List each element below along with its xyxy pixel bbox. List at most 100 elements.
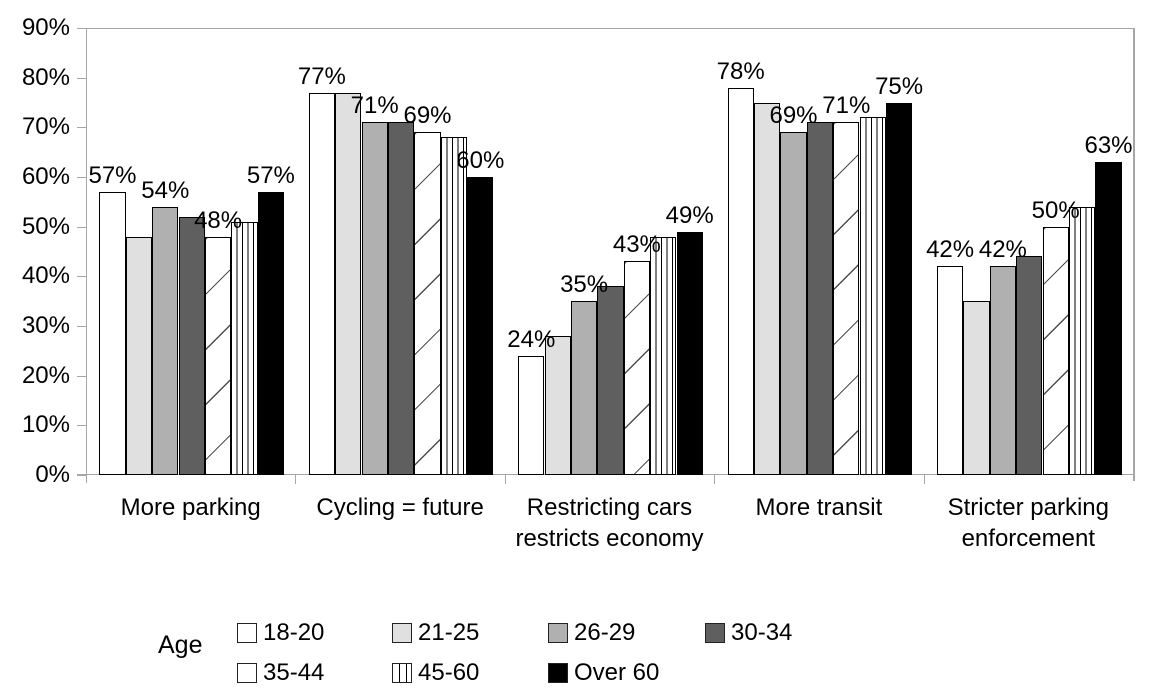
data-label-more-transit-35-44: 71% [822, 92, 871, 120]
y-tick-label: 90% [21, 14, 70, 41]
legend-swatch-26-29 [548, 623, 568, 643]
category-label-cycling-future: Cycling = future [295, 492, 504, 523]
y-tick-mark [77, 326, 86, 327]
y-tick-label: 60% [21, 163, 70, 190]
legend-title: Age [158, 631, 203, 659]
category-label-line: Restricting cars [526, 494, 693, 521]
data-label-stricter-parking-enforcement-over-60: 63% [1084, 132, 1133, 160]
y-tick-label: 0% [35, 461, 70, 488]
y-tick-mark [77, 177, 86, 178]
bar-stricter-parking-enforcement-over-60 [1095, 162, 1122, 475]
bar-cycling-future-21-25 [335, 92, 362, 475]
data-label-restricting-cars-restricts-economy-26-29: 35% [560, 271, 609, 299]
x-tick-mark [504, 475, 506, 484]
legend-swatch-35-44 [237, 663, 257, 683]
y-tick-mark [77, 375, 86, 377]
x-tick-mark [923, 475, 925, 484]
bar-more-transit-35-44 [833, 122, 860, 475]
legend-label: 21-25 [418, 619, 480, 646]
bar-more-transit-45-60 [859, 117, 886, 475]
data-label-stricter-parking-enforcement-35-44: 50% [1031, 196, 1080, 224]
bar-stricter-parking-enforcement-21-25 [963, 301, 990, 475]
legend-swatch-21-25 [392, 623, 412, 643]
bar-restricting-cars-restricts-economy-35-44 [623, 261, 651, 475]
y-tick-mark [77, 28, 86, 29]
y-tick-label: 50% [21, 212, 70, 240]
bar-cycling-future-over-60 [467, 177, 494, 475]
data-label-restricting-cars-restricts-economy-35-44: 43% [612, 231, 661, 259]
category-label-line: Stricter parking [947, 494, 1109, 521]
bar-more-parking-45-60 [231, 221, 258, 475]
plot-border-right [1133, 28, 1135, 481]
bar-more-parking-21-25 [125, 236, 153, 475]
category-label-line: enforcement [961, 525, 1095, 552]
legend-item-18-20: 18-20 [237, 620, 324, 646]
legend-item-over-60: Over 60 [548, 660, 659, 686]
bar-more-parking-35-44 [204, 236, 232, 475]
bar-stricter-parking-enforcement-18-20 [936, 266, 964, 475]
x-tick-mark [295, 475, 297, 484]
y-tick-mark [77, 226, 86, 228]
bar-cycling-future-35-44 [414, 132, 441, 475]
bar-restricting-cars-restricts-economy-over-60 [676, 231, 703, 475]
legend-item-30-34: 30-34 [705, 620, 792, 646]
y-tick-label: 10% [21, 411, 70, 439]
y-tick-mark [77, 425, 86, 427]
category-label-restricting-cars-restricts-economy: Restricting cars restricts economy [505, 492, 714, 554]
bar-restricting-cars-restricts-economy-26-29 [570, 301, 598, 475]
bar-restricting-cars-restricts-economy-30-34 [597, 286, 624, 475]
bar-more-parking-26-29 [152, 206, 179, 475]
legend-label: 18-20 [263, 619, 325, 646]
data-label-more-parking-18-20: 57% [88, 161, 137, 189]
legend-label: 45-60 [418, 659, 480, 686]
data-label-more-transit-18-20: 78% [716, 57, 765, 85]
data-label-cycling-future-over-60: 60% [456, 147, 505, 174]
legend-swatch-over-60 [548, 663, 568, 683]
bar-restricting-cars-restricts-economy-21-25 [544, 335, 571, 475]
bar-restricting-cars-restricts-economy-18-20 [518, 355, 545, 475]
data-label-stricter-parking-enforcement-26-29: 42% [978, 236, 1027, 264]
category-label-more-transit: More transit [714, 492, 923, 523]
legend-label: 26-29 [574, 619, 636, 646]
y-tick-label: 40% [21, 262, 70, 290]
category-label-line: Cycling = future [316, 494, 484, 521]
legend-item-45-60: 45-60 [392, 660, 479, 686]
legend-swatch-18-20 [237, 623, 257, 643]
data-label-restricting-cars-restricts-economy-over-60: 49% [665, 201, 714, 229]
category-label-stricter-parking-enforcement: Stricter parking enforcement [924, 492, 1133, 554]
y-tick-mark [77, 276, 86, 278]
y-tick-label: 30% [21, 312, 70, 339]
data-label-restricting-cars-restricts-economy-18-20: 24% [507, 325, 556, 353]
data-label-cycling-future-18-20: 77% [297, 62, 346, 90]
bar-cycling-future-18-20 [308, 92, 336, 475]
x-tick-mark [714, 475, 716, 484]
data-label-more-parking-35-44: 48% [194, 206, 243, 234]
y-tick-mark [77, 77, 86, 79]
legend-item-21-25: 21-25 [392, 620, 479, 646]
legend-label: 30-34 [731, 619, 793, 646]
y-tick-mark [77, 127, 86, 129]
bar-more-parking-over-60 [257, 191, 285, 475]
data-label-cycling-future-26-29: 71% [350, 92, 399, 120]
data-label-stricter-parking-enforcement-18-20: 42% [926, 236, 975, 264]
category-label-line: restricts economy [515, 525, 704, 552]
plot-area: 57% 77% 24% 78% 42% 54% 71% 35% 69% 42% 48% 69% 43% 7… [87, 28, 1134, 475]
bar-stricter-parking-enforcement-35-44 [1042, 226, 1069, 475]
data-label-cycling-future-35-44: 69% [403, 102, 452, 130]
y-tick-label: 70% [21, 113, 70, 141]
data-label-more-transit-over-60: 75% [875, 72, 924, 100]
data-label-more-parking-over-60: 57% [246, 161, 295, 189]
y-axis-line [86, 28, 87, 483]
bar-more-transit-18-20 [727, 87, 754, 475]
legend-label: 35-44 [263, 659, 325, 686]
legend-swatch-30-34 [705, 623, 725, 643]
legend-swatch-45-60 [392, 663, 412, 683]
y-tick-label: 20% [21, 361, 70, 389]
bar-restricting-cars-restricts-economy-45-60 [650, 236, 677, 475]
y-tick-mark [77, 475, 86, 476]
legend-item-35-44: 35-44 [237, 660, 324, 686]
bar-stricter-parking-enforcement-30-34 [1016, 256, 1043, 475]
bar-more-transit-30-34 [806, 122, 834, 475]
bar-more-transit-21-25 [753, 102, 781, 475]
